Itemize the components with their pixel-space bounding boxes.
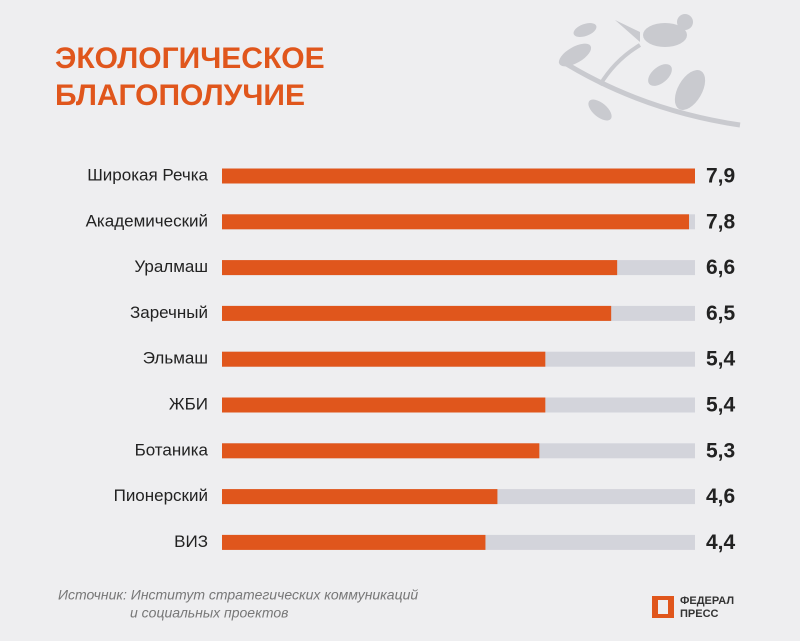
value-label: 6,6 — [706, 256, 735, 279]
bar — [222, 168, 695, 184]
category-label: Уралмаш — [134, 257, 208, 276]
value-label: 7,8 — [706, 210, 736, 233]
bird-decoration — [558, 14, 741, 128]
category-label: Пионерский — [114, 486, 208, 505]
chart-title: БЛАГОПОЛУЧИЕ — [55, 79, 305, 112]
value-label: 5,4 — [706, 394, 736, 417]
chart-title: ЭКОЛОГИЧЕСКОЕ — [55, 42, 325, 75]
logo-text: ПРЕСС — [680, 608, 719, 620]
value-label: 6,5 — [706, 302, 736, 325]
value-label: 4,6 — [706, 485, 735, 508]
bar — [222, 489, 498, 505]
bar — [222, 305, 612, 321]
logo-icon — [652, 596, 674, 618]
category-label: Заречный — [130, 303, 208, 322]
value-label: 5,3 — [706, 439, 735, 462]
logo-text: ФЕДЕРАЛ — [680, 595, 734, 607]
bar — [222, 351, 546, 367]
category-label: ЖБИ — [169, 394, 208, 413]
bar — [222, 443, 540, 459]
source: и социальных проектов — [130, 605, 288, 621]
category-label: Широкая Речка — [87, 165, 208, 184]
category-label: Эльмаш — [143, 349, 208, 368]
category-label: Академический — [86, 211, 208, 230]
category-label: ВИЗ — [174, 532, 208, 551]
value-label: 4,4 — [706, 531, 736, 554]
category-label: Ботаника — [135, 440, 209, 459]
bar — [222, 260, 618, 276]
bar — [222, 214, 690, 230]
value-label: 7,9 — [706, 165, 735, 188]
value-label: 5,4 — [706, 348, 736, 371]
bar — [222, 397, 546, 413]
bar — [222, 534, 486, 550]
source: Источник: Институт стратегических коммун… — [58, 587, 418, 603]
